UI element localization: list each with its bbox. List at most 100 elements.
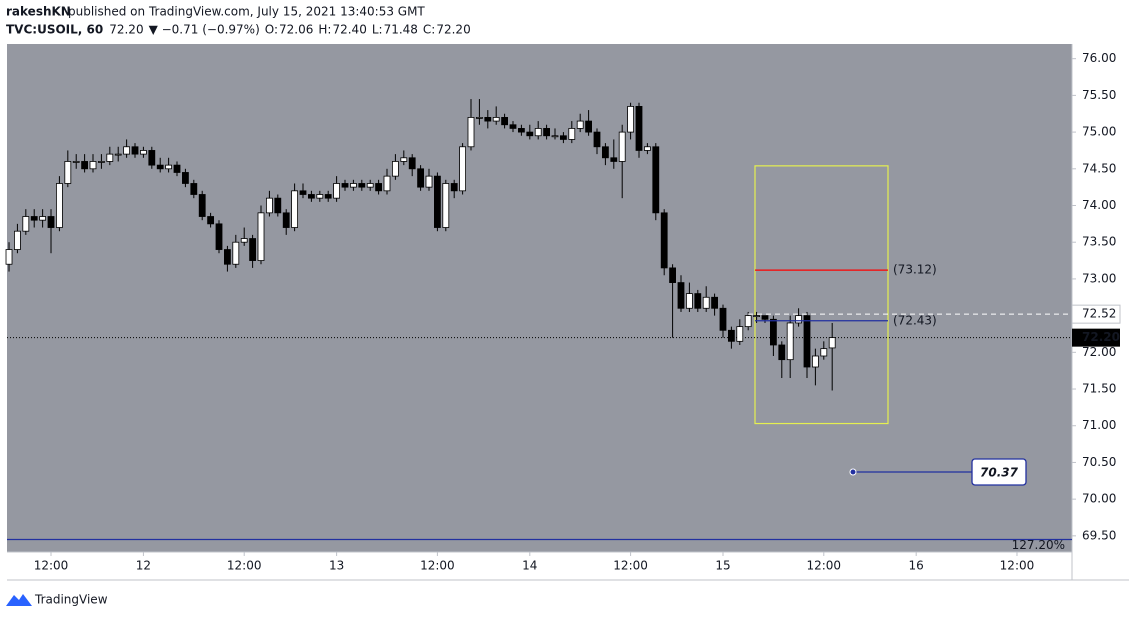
candle-body — [240, 238, 248, 243]
candle-body — [601, 146, 609, 159]
candle-body — [324, 194, 332, 199]
candle-body — [375, 183, 383, 192]
candle-body — [769, 318, 777, 346]
symbol: TVC:USOIL, 60 — [6, 23, 103, 37]
candle-body — [39, 216, 47, 221]
candle-body — [14, 230, 21, 250]
candle-body — [425, 175, 433, 188]
price: 72.20 — [109, 23, 143, 37]
symbol-line: TVC:USOIL, 60 — [6, 23, 103, 37]
candle-body — [47, 216, 55, 228]
candle-body — [795, 315, 802, 324]
x-tick-label: 15 — [715, 559, 730, 573]
candle-body — [215, 223, 223, 250]
candle-body — [383, 175, 391, 192]
candle-body — [593, 131, 601, 148]
candle-body — [341, 183, 349, 188]
x-tick-label: 12:00 — [806, 559, 841, 573]
x-tick-label: 14 — [522, 559, 537, 573]
x-tick-label: 12:00 — [227, 559, 262, 573]
candle-body — [257, 212, 265, 261]
candle-body — [643, 146, 651, 151]
candle-body — [123, 146, 131, 155]
x-tick-label: 12:00 — [1000, 559, 1035, 573]
candle-body — [492, 117, 500, 122]
candle-body — [459, 146, 467, 192]
candle-body — [744, 315, 752, 328]
plot-background — [7, 44, 1072, 552]
ohlc-value: 72.20 — [436, 23, 470, 37]
range-box — [754, 165, 889, 425]
fib-label: 127.20% — [1012, 538, 1065, 552]
x-tick-label: 12:00 — [34, 559, 69, 573]
candle-body — [660, 212, 668, 269]
ohlc-value: 72.06 — [279, 23, 313, 37]
candle-body — [392, 161, 399, 177]
candle-body — [274, 197, 282, 214]
candle-body — [610, 157, 618, 162]
candle-body — [803, 315, 811, 368]
candle-body — [30, 216, 38, 221]
brand: TradingView — [34, 593, 108, 607]
candle-body — [282, 212, 290, 228]
candle-body — [526, 131, 534, 137]
candle-body — [551, 135, 559, 138]
level-label: (73.12) — [893, 263, 937, 277]
candle-body — [501, 117, 508, 126]
ohlc-label: H: — [318, 23, 331, 37]
candle-body — [56, 183, 63, 228]
note-box — [971, 458, 1027, 486]
candle-body — [140, 150, 147, 155]
candle-body — [417, 168, 425, 188]
candle-body — [5, 249, 13, 265]
candle-body — [434, 175, 441, 228]
x-tick-label: 12:00 — [420, 559, 455, 573]
y-tick-label: 69.50 — [1082, 528, 1116, 542]
y-tick-label: 71.50 — [1082, 382, 1116, 396]
candle-body — [400, 157, 408, 162]
candle-body — [753, 315, 760, 318]
candle-body — [484, 117, 492, 122]
candle-body — [131, 146, 139, 155]
candle-body — [299, 190, 307, 195]
axis-tag — [1071, 304, 1121, 324]
candle-body — [232, 241, 240, 265]
candle-body — [543, 128, 550, 137]
candle-body — [81, 161, 89, 170]
candle-body — [22, 216, 30, 232]
logo-icon — [6, 594, 32, 606]
candle-body — [408, 157, 416, 170]
candle-body — [711, 296, 718, 309]
y-tick-label: 74.00 — [1082, 198, 1116, 212]
candle-body — [476, 117, 483, 119]
candle-body — [635, 105, 643, 151]
candle-body — [173, 164, 181, 173]
candle-body — [148, 150, 156, 166]
candle-body — [366, 183, 374, 188]
x-tick-label: 12 — [136, 559, 151, 573]
candle-body — [350, 183, 357, 188]
candle-body — [98, 161, 105, 163]
candle-body — [828, 337, 836, 349]
candle-body — [576, 120, 584, 129]
x-tick-label: 12:00 — [613, 559, 648, 573]
candle-body — [761, 315, 769, 320]
y-tick-label: 70.50 — [1082, 455, 1116, 469]
ohlc-label: O: — [265, 23, 278, 37]
level-label: (72.43) — [893, 313, 937, 327]
y-tick-label: 74.50 — [1082, 161, 1116, 175]
candle-body — [786, 322, 794, 361]
candle-body — [727, 329, 735, 342]
candle-body — [207, 216, 215, 225]
candle-body — [224, 249, 231, 265]
candle-body — [266, 197, 273, 214]
candle-body — [249, 238, 257, 261]
candle-body — [442, 183, 450, 228]
y-tick-label: 72.00 — [1082, 345, 1116, 359]
candle-body — [450, 183, 458, 192]
candle-body — [198, 194, 206, 217]
published: published on TradingView.com, July 15, 2… — [68, 5, 425, 19]
candle-body — [719, 307, 727, 331]
axis-tag-label: 72.20 — [1082, 330, 1120, 344]
